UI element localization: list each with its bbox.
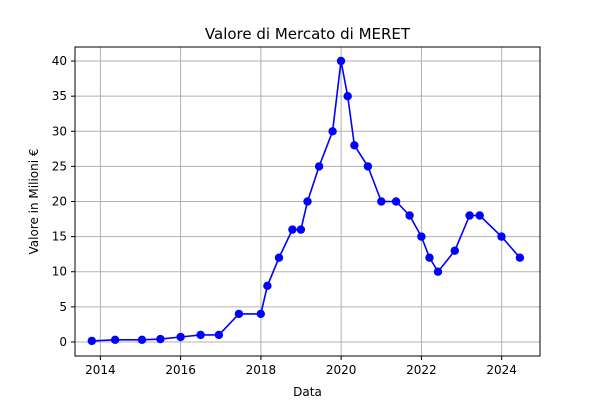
data-point	[274, 253, 284, 262]
y-tick-label: 5	[59, 300, 67, 314]
data-point	[214, 330, 224, 340]
axis-ticks: 2014 2016 2018 2020 2022 2024 0 5 10 15 20 25 30 35 40	[52, 54, 517, 377]
data-point	[263, 281, 272, 290]
data-point	[234, 309, 244, 319]
data-point	[176, 332, 185, 342]
data-point	[110, 335, 120, 344]
x-tick-label: 2014	[85, 363, 116, 377]
y-tick-label: 25	[52, 159, 67, 173]
data-point	[433, 267, 443, 276]
y-tick-label: 0	[59, 335, 67, 349]
x-tick-label: 2020	[326, 363, 357, 377]
y-tick-label: 15	[52, 230, 67, 244]
data-point	[343, 92, 352, 101]
x-tick-label: 2024	[486, 363, 517, 377]
x-tick-label: 2016	[165, 363, 196, 377]
data-point	[417, 232, 426, 241]
y-axis-title: Valore in Milioni €	[27, 148, 41, 254]
data-point	[196, 330, 205, 340]
data-point	[450, 246, 459, 255]
data-point	[465, 211, 474, 220]
data-point	[497, 232, 506, 241]
data-point	[256, 309, 265, 319]
data-point	[296, 225, 306, 234]
x-tick-label: 2018	[246, 363, 277, 377]
data-point	[288, 225, 297, 234]
y-tick-label: 10	[52, 265, 67, 279]
data-point	[156, 334, 165, 344]
data-point	[475, 211, 484, 220]
y-tick-label: 20	[52, 195, 67, 209]
data-point	[363, 162, 373, 171]
x-axis-title: Data	[293, 385, 322, 399]
data-point	[377, 197, 386, 206]
data-point	[137, 335, 147, 344]
data-point	[87, 336, 97, 346]
data-point	[336, 56, 346, 66]
chart-title: Valore di Mercato di MERET	[205, 25, 411, 43]
data-point	[515, 253, 525, 262]
data-point	[314, 162, 324, 171]
y-tick-label: 35	[52, 89, 67, 103]
data-point	[391, 197, 401, 206]
data-point	[303, 197, 312, 206]
x-tick-label: 2022	[406, 363, 437, 377]
series	[87, 56, 525, 346]
data-point	[328, 127, 337, 136]
data-point	[405, 211, 414, 220]
data-point	[350, 141, 359, 150]
data-point	[425, 253, 434, 262]
y-tick-label: 40	[52, 54, 67, 68]
y-tick-label: 30	[52, 124, 67, 138]
